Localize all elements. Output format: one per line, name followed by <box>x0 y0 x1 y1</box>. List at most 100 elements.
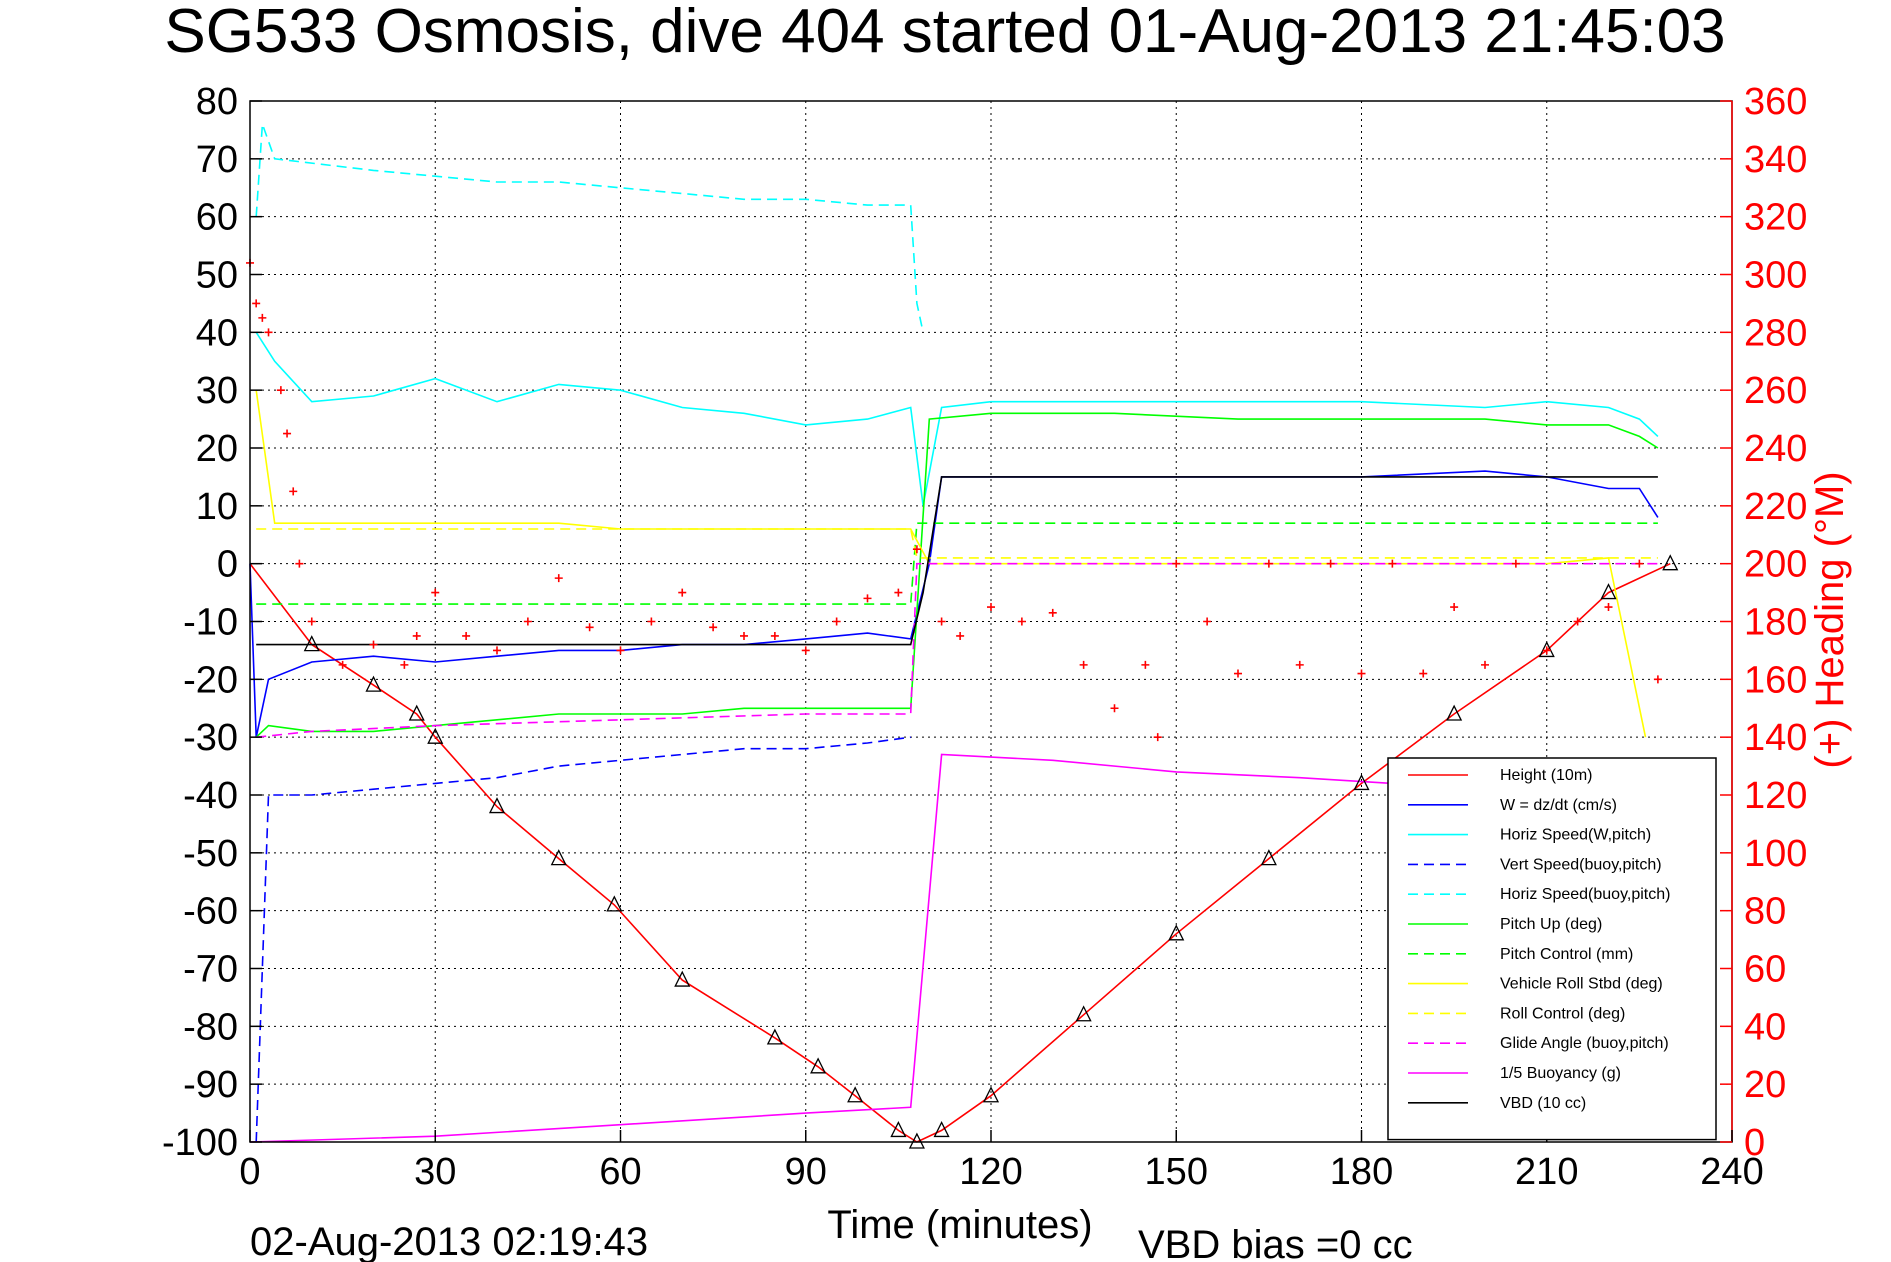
y-axis-right-label: (+) Heading (°M) <box>1808 471 1852 768</box>
x-tick-label: 210 <box>1515 1151 1578 1193</box>
heading-point <box>1542 646 1551 655</box>
legend-entry: Vehicle Roll Stbd (deg) <box>1500 976 1663 993</box>
heading-point <box>1110 704 1119 713</box>
height-point-marker <box>810 1057 827 1074</box>
y-right-tick-label: 60 <box>1744 949 1786 991</box>
heading-point <box>894 588 903 597</box>
heading-point <box>585 623 594 632</box>
y-tick-label: 60 <box>196 197 238 239</box>
x-axis: 0 30 60 90 120 150 180 210 240 <box>239 1130 1764 1193</box>
heading-point <box>1604 603 1613 612</box>
y-right-tick-label: 0 <box>1744 1122 1765 1164</box>
heading-point <box>740 631 748 640</box>
y-tick-label: -40 <box>183 775 238 817</box>
legend-entry: Vert Speed(buoy,pitch) <box>1500 856 1662 873</box>
height-point-marker <box>674 970 691 987</box>
heading-point <box>283 429 292 438</box>
heading-point <box>1357 669 1366 678</box>
height-point-marker <box>488 797 506 814</box>
heading-point <box>1573 617 1582 626</box>
y-axis-left: 80 70 60 50 40 30 20 10 0 -10 -20 -30 -40 -50 -60 -70 -8… <box>162 81 262 1164</box>
x-tick-label: 90 <box>785 1151 827 1193</box>
series-line-4 <box>255 736 911 1143</box>
legend-entry: W = dz/dt (cm/s) <box>1500 797 1617 814</box>
height-point-marker <box>1538 640 1555 658</box>
y-right-tick-label: 120 <box>1744 775 1807 817</box>
heading-point <box>1511 559 1520 568</box>
heading-point <box>832 617 841 626</box>
heading-point <box>956 631 965 640</box>
legend-entry: Glide Angle (buoy,pitch) <box>1500 1035 1669 1052</box>
y-tick-label: -100 <box>162 1122 238 1164</box>
heading-point <box>295 559 304 568</box>
legend-entry: VBD (10 cc) <box>1500 1095 1586 1112</box>
heading-series <box>246 258 1662 742</box>
series-line-11 <box>249 753 1393 1143</box>
footer-timestamp: 02-Aug-2013 02:19:43 <box>250 1220 648 1262</box>
height-point-marker <box>427 727 444 744</box>
height-point-marker <box>908 1132 925 1149</box>
y-tick-label: -80 <box>183 1006 238 1048</box>
y-right-tick-label: 300 <box>1744 255 1807 297</box>
heading-point <box>1203 617 1212 626</box>
y-right-tick-label: 220 <box>1744 486 1807 528</box>
y-right-tick-label: 160 <box>1744 659 1807 701</box>
heading-point <box>369 640 378 649</box>
height-point-marker <box>408 704 425 721</box>
y-tick-label: -60 <box>183 891 238 933</box>
y-tick-label: 50 <box>196 255 238 297</box>
heading-point <box>709 623 718 632</box>
legend-entry: Horiz Speed(buoy,pitch) <box>1500 886 1670 903</box>
y-right-tick-label: 200 <box>1744 544 1807 586</box>
y-right-tick-label: 280 <box>1744 312 1807 354</box>
heading-point <box>523 617 532 626</box>
heading-point <box>863 594 872 603</box>
y-tick-label: -10 <box>183 602 238 644</box>
heading-point <box>1419 669 1428 678</box>
legend-entry: Pitch Control (mm) <box>1500 946 1633 963</box>
series-line-2 <box>249 470 1659 738</box>
heading-point <box>770 631 779 640</box>
x-tick-label: 60 <box>599 1151 641 1193</box>
series-line-9 <box>256 528 1658 559</box>
y-tick-label: 0 <box>217 544 238 586</box>
y-tick-label: 80 <box>196 81 238 123</box>
heading-point <box>400 660 409 669</box>
x-tick-label: 180 <box>1330 1151 1393 1193</box>
y-right-tick-label: 260 <box>1744 370 1807 412</box>
series-line-5 <box>255 123 924 333</box>
y-right-tick-label: 80 <box>1744 891 1786 933</box>
heading-point <box>1635 559 1644 568</box>
heading-point <box>1481 660 1489 669</box>
heading-point <box>1326 559 1335 568</box>
y-right-tick-label: 240 <box>1744 428 1807 470</box>
height-point-marker <box>1446 704 1463 721</box>
heading-point <box>937 617 946 626</box>
height-point-marker <box>1075 1005 1092 1022</box>
legend: Height (10m) W = dz/dt (cm/s) Horiz Speed(… <box>1387 757 1717 1141</box>
height-point-marker <box>606 895 623 912</box>
y-tick-label: -20 <box>183 659 238 701</box>
y-tick-label: 70 <box>196 139 238 181</box>
x-tick-label: 150 <box>1145 1151 1208 1193</box>
heading-point <box>1141 660 1150 669</box>
height-point-marker <box>933 1120 950 1138</box>
heading-point <box>1079 660 1088 669</box>
heading-point <box>1450 603 1459 612</box>
y-right-tick-label: 340 <box>1744 139 1807 181</box>
height-point-marker <box>982 1086 1000 1103</box>
height-point-marker <box>550 849 567 866</box>
y-right-tick-label: 360 <box>1744 81 1807 123</box>
height-point-marker <box>365 675 382 692</box>
heading-point <box>1017 617 1026 626</box>
y-tick-label: -50 <box>183 833 238 875</box>
heading-point <box>1234 669 1242 678</box>
legend-entry: 1/5 Buoyancy (g) <box>1500 1065 1621 1082</box>
legend-entry: Horiz Speed(W,pitch) <box>1500 827 1651 844</box>
heading-point <box>1388 559 1397 568</box>
heading-point <box>1295 660 1304 669</box>
y-right-tick-label: 40 <box>1744 1006 1786 1048</box>
y-right-tick-label: 100 <box>1744 833 1807 875</box>
grid-lines <box>250 101 1732 1142</box>
